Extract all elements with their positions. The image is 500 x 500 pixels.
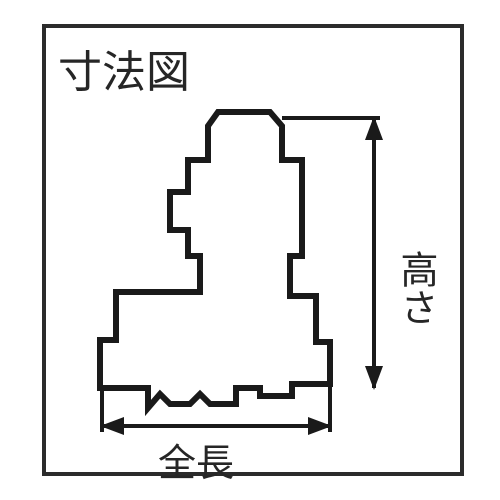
dimension-length xyxy=(100,384,332,435)
height-label: 高さ xyxy=(388,250,443,326)
length-label: 全長 xyxy=(158,432,234,487)
part-outline xyxy=(100,112,330,408)
